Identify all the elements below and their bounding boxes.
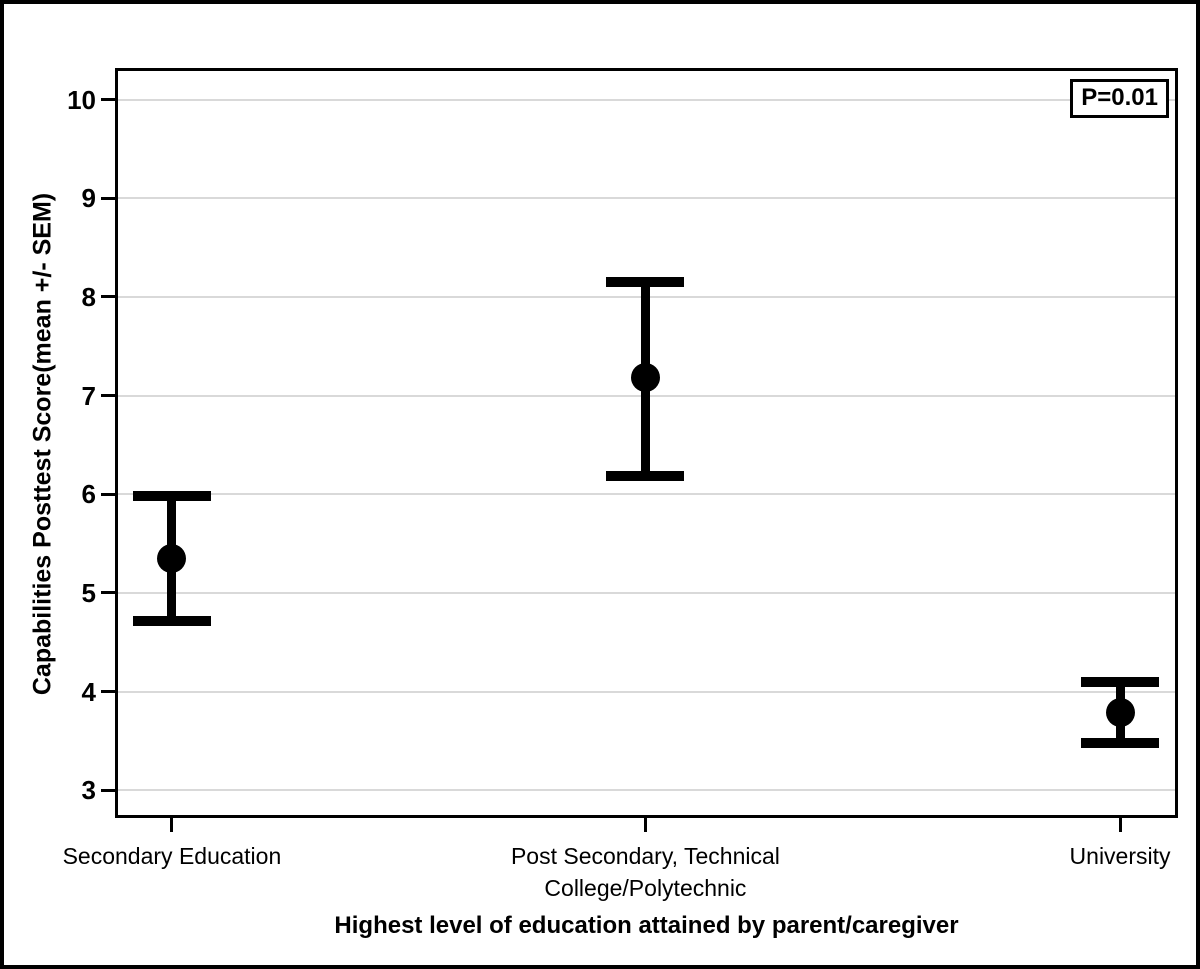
gridline-y-10 <box>118 98 1175 101</box>
error-bar-cap-lower <box>1081 737 1160 748</box>
x-axis-tick-0 <box>170 815 174 832</box>
mean-marker <box>630 363 660 393</box>
p-value-label: P=0.01 <box>1081 84 1158 111</box>
y-axis-tick-9 <box>101 196 115 200</box>
mean-marker <box>1105 697 1135 727</box>
y-tick-label-7: 7 <box>81 380 96 411</box>
y-tick-label-3: 3 <box>81 775 96 806</box>
y-tick-label-6: 6 <box>81 479 96 510</box>
y-axis-tick-4 <box>101 690 115 694</box>
x-category-label: Post Secondary, Technical College/Polyte… <box>510 843 780 902</box>
x-axis-tick-2 <box>1118 815 1122 832</box>
y-tick-label-4: 4 <box>81 676 96 707</box>
error-bar-cap-lower <box>606 470 685 481</box>
chart-layer <box>118 71 1175 815</box>
gridline-y-3 <box>118 789 1175 792</box>
error-bar-cap-upper <box>132 491 211 502</box>
x-axis-title: Highest level of education attained by p… <box>334 912 959 939</box>
plot-area: P=0.01 3 4 5 6 7 8 9 10 Secondary Education Post … <box>63 68 1178 901</box>
gridline-y-4 <box>118 690 1175 693</box>
y-tick-label-9: 9 <box>81 183 96 214</box>
x-axis-tick-1 <box>643 815 647 832</box>
mean-marker <box>157 543 187 573</box>
y-axis-tick-8 <box>101 295 115 299</box>
y-tick-label-10: 10 <box>67 84 96 115</box>
error-bar-cap-upper <box>1081 676 1160 687</box>
gridline-y-6 <box>118 493 1175 496</box>
gridline-y-9 <box>118 197 1175 200</box>
plot-inner: P=0.01 <box>118 71 1175 815</box>
gridline-y-5 <box>118 591 1175 594</box>
y-axis-title: Capabilities Posttest Score(mean +/- SEM… <box>28 192 57 696</box>
y-tick-label-5: 5 <box>81 577 96 608</box>
p-value-box: P=0.01 <box>1070 79 1169 118</box>
x-category-label: Secondary Education <box>62 843 282 869</box>
error-bar-cap-upper <box>606 277 685 288</box>
y-axis-tick-3 <box>101 788 115 792</box>
y-tick-label-8: 8 <box>81 281 96 312</box>
y-axis-tick-6 <box>101 492 115 496</box>
y-axis-tick-10 <box>101 98 115 102</box>
y-axis-tick-7 <box>101 394 115 398</box>
error-bar-cap-lower <box>132 615 211 626</box>
x-category-label: University <box>1069 843 1171 869</box>
y-axis-tick-5 <box>101 591 115 595</box>
